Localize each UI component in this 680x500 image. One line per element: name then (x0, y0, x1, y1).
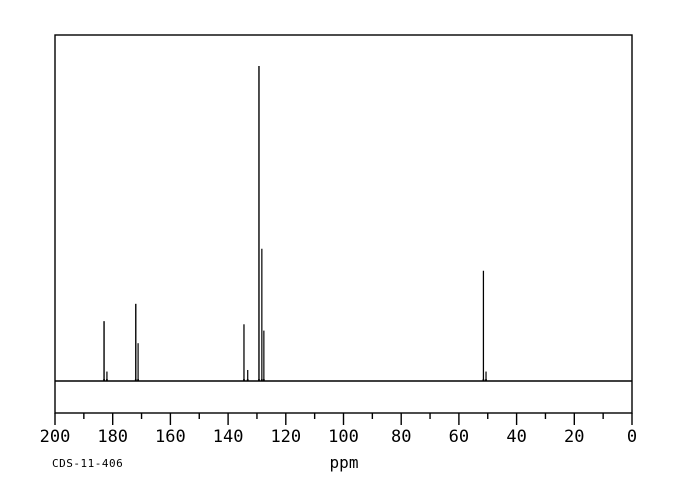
x-axis-tick-label: 200 (40, 427, 71, 447)
x-axis-tick-label: 120 (270, 427, 301, 447)
x-axis-tick-group (54, 413, 633, 425)
x-axis-tick-label-group: 200 180 160 140 120 100 80 60 40 20 0 (40, 427, 637, 447)
x-axis-tick-label: 100 (328, 427, 359, 447)
x-axis-tick-label: 0 (627, 427, 637, 447)
x-axis-tick-label: 20 (564, 427, 584, 447)
x-axis-tick-label: 40 (506, 427, 526, 447)
x-axis-tick-label: 180 (97, 427, 128, 447)
x-axis-title: ppm (330, 453, 359, 472)
peak-trace-group (103, 66, 487, 381)
x-axis-tick-label: 160 (155, 427, 186, 447)
x-axis-tick-label: 80 (391, 427, 411, 447)
x-axis-tick-label: 60 (449, 427, 469, 447)
sample-code-label: CDS-11-406 (52, 457, 123, 470)
x-axis-tick-label: 140 (213, 427, 244, 447)
